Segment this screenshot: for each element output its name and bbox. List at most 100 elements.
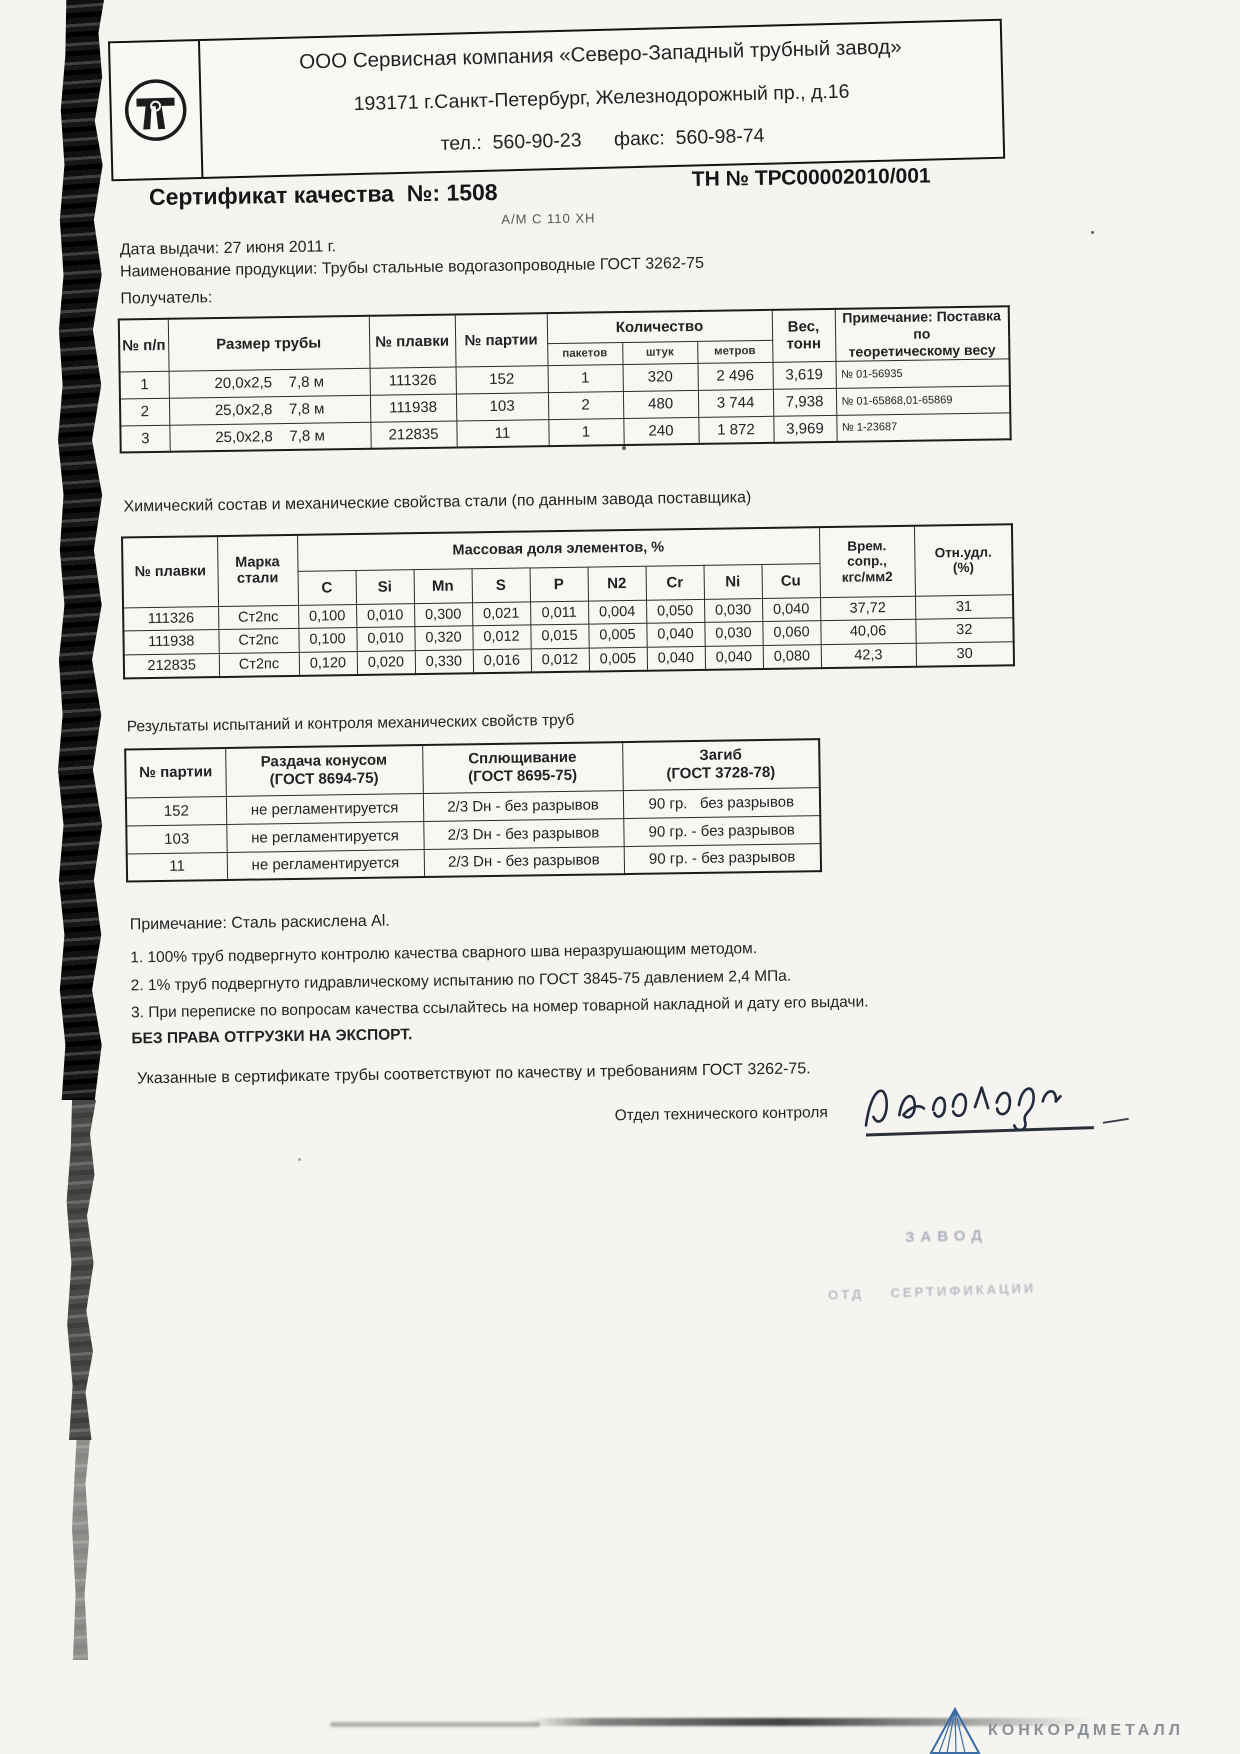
col-element: Si: [355, 569, 415, 605]
chem-section-title: Химический состав и механические свойств…: [123, 489, 752, 516]
cell: 30: [915, 641, 1015, 667]
company-address: 193171 г.Санкт-Петербург, Железнодорожны…: [353, 80, 850, 116]
cell: № 01-65868,01-65869: [835, 385, 1011, 415]
cell: 320: [622, 362, 698, 392]
col-element: N2: [587, 565, 647, 601]
cell: № 1-23687: [836, 412, 1011, 442]
cell: 240: [623, 416, 699, 446]
scan-speck: [622, 446, 626, 450]
col-element: Ni: [703, 564, 762, 599]
cell: 152: [455, 365, 548, 394]
cell: 2/3 Dн - без разрывов: [423, 818, 624, 850]
factory-logo-icon: [124, 79, 187, 141]
cell: не регламентируется: [226, 849, 425, 880]
cell: 0,005: [588, 646, 648, 672]
cell: 0,040: [646, 645, 706, 671]
scan-smudge: [530, 1718, 1090, 1726]
letterhead-box: ООО Сервисная компания «Северо-Западный …: [107, 18, 1006, 182]
col-num: № п/п: [118, 318, 169, 372]
cell: Ст2пс: [218, 628, 299, 654]
cell: 90 гр. - без разрывов: [623, 843, 822, 875]
col-flatten: Сплющивание (ГОСТ 8695-75): [422, 742, 623, 794]
col-heat: № плавки: [122, 536, 219, 608]
cell: 0,040: [761, 597, 821, 622]
chemistry-table: № плавки Марка стали Массовая доля элеме…: [121, 523, 1016, 679]
cell: 90 гр. - без разрывов: [623, 815, 821, 847]
col-size: Размер трубы: [167, 315, 370, 371]
cell: 0,020: [356, 650, 416, 675]
cell: 111938: [369, 393, 457, 422]
cell: 2 496: [697, 361, 773, 390]
cell: 111326: [123, 606, 219, 631]
signature-dash: [1102, 1117, 1129, 1124]
cell: 0,050: [646, 598, 705, 624]
cell: не регламентируется: [226, 821, 424, 852]
cell: № 01-56935: [835, 358, 1010, 388]
cell: 3 744: [697, 388, 774, 417]
cell: 0,010: [356, 626, 415, 652]
col-heat: № плавки: [368, 314, 456, 368]
cell: 480: [622, 389, 699, 419]
issue-date: Дата выдачи: 27 июня 2011 г.: [119, 238, 337, 259]
col-element: S: [471, 567, 531, 603]
scan-speck: [1091, 231, 1094, 234]
cell: 1 872: [698, 415, 774, 444]
cell: 20,0х2,5 7,8 м: [168, 367, 370, 398]
cell: 0,300: [414, 602, 473, 627]
company-phones: тел.: 560-90-23 факс: 560-98-74: [440, 124, 765, 155]
brand-logo-icon: [929, 1706, 981, 1754]
cell: 0,015: [530, 624, 589, 649]
cell: 0,010: [356, 603, 415, 628]
cell: 2: [547, 391, 624, 420]
cell: 0,030: [703, 598, 763, 623]
signature: [864, 1086, 1062, 1132]
cell: 103: [455, 392, 549, 421]
col-bend: Загиб (ГОСТ 3728-78): [622, 739, 820, 791]
col-element: C: [297, 570, 357, 605]
cell: 42,3: [820, 642, 917, 668]
cell: 0,040: [646, 622, 705, 647]
col-strength: Врем. сопр., кгс/мм2: [819, 525, 916, 598]
cell: 0,120: [298, 651, 358, 676]
cell: 103: [126, 823, 227, 854]
col-element: P: [529, 566, 589, 602]
qc-dept-label: Отдел технического контроля: [614, 1104, 828, 1125]
col-batch: № партии: [125, 747, 226, 798]
col-batch: № партии: [454, 313, 548, 367]
col-cone: Раздача конусом (ГОСТ 8694-75): [225, 745, 423, 796]
cell: 0,100: [298, 627, 357, 652]
cell: 40,06: [820, 619, 916, 645]
col-packs: пакетов: [547, 342, 623, 366]
cell: 1: [548, 418, 624, 447]
cell: 11: [126, 851, 228, 882]
cell: 0,021: [472, 601, 531, 626]
col-note: Примечание: Поставка по теоретическому в…: [834, 306, 1010, 361]
note-3: 3. При переписке по вопросам качества сс…: [130, 993, 869, 1022]
cell: 0,005: [588, 623, 647, 648]
tests-table: № партии Раздача конусом (ГОСТ 8694-75) …: [124, 738, 823, 883]
conformity-statement: Указанные в сертификате трубы соответств…: [136, 1060, 811, 1088]
factory-logo: [110, 41, 204, 180]
cell: 3,969: [773, 414, 837, 443]
scan-smudge: [330, 1722, 540, 1727]
cell: 0,012: [530, 647, 590, 672]
col-weight: Вес, тонн: [771, 308, 836, 362]
cell: 0,100: [298, 604, 357, 629]
cell: 111326: [369, 366, 456, 395]
cell: 0,016: [472, 648, 532, 673]
brand-name: КОНКОРДМЕТАЛЛ: [988, 1722, 1185, 1739]
cell: 25,0х2,8 7,8 м: [168, 394, 371, 425]
cell: 111938: [123, 629, 219, 655]
products-table: № п/п Размер трубы № плавки № партии Кол…: [117, 305, 1012, 454]
col-elongation: Отн.удл. (%): [914, 524, 1014, 596]
letterhead-text: ООО Сервисная компания «Северо-Западный …: [200, 21, 1003, 177]
cell: 7,938: [772, 387, 837, 416]
test-section-title: Результаты испытаний и контроля механиче…: [126, 711, 575, 736]
cell: 0,080: [762, 644, 822, 669]
cell: 3: [120, 424, 170, 453]
cell: 0,320: [414, 625, 473, 651]
col-quantity-group: Количество: [546, 309, 773, 344]
cell: 37,72: [820, 595, 916, 621]
